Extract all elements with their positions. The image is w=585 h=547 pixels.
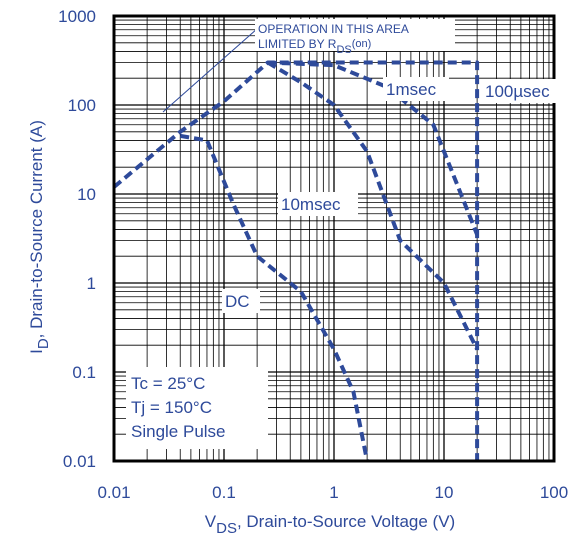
label-bg-100us (482, 79, 566, 103)
series-line-100-sec (112, 60, 480, 461)
grid (113, 16, 554, 462)
series-line-dc (179, 133, 370, 462)
x-axis-label: VDS, Drain-to-Source Voltage (V) (205, 512, 455, 537)
y-tick-label: 0.01 (63, 452, 96, 471)
y-tick-label: 1000 (58, 7, 96, 26)
x-axis-label-main: V (205, 512, 217, 531)
label-bg-dc (222, 289, 260, 313)
series-label-dc: DC (225, 292, 250, 311)
limit-label-bg (255, 19, 455, 51)
y-axis-label-rest: , Drain-to-Source Current (A) (27, 120, 46, 338)
y-tick-label: 1 (87, 274, 96, 293)
y-axis-label: ID, Drain-to-Source Current (A) (27, 120, 52, 354)
x-tick-label: 0.01 (97, 483, 130, 502)
series-layer (112, 60, 480, 462)
label-bg-10ms (278, 192, 358, 216)
series-line-1msec (267, 60, 479, 236)
limit-label-line2: LIMITED BY RDS(on) (258, 37, 371, 56)
limit-label-line1: OPERATION IN THIS AREA (258, 22, 409, 36)
x-tick-label: 100 (540, 483, 568, 502)
y-tick-label: 10 (77, 185, 96, 204)
condition-pulse: Single Pulse (131, 422, 226, 441)
y-axis-label-sub: D (35, 338, 52, 349)
y-tick-label: 100 (68, 96, 96, 115)
limit-label-suffix: (on) (352, 38, 372, 50)
series-label-10msec: 10msec (281, 195, 341, 214)
x-axis-label-rest: , Drain-to-Source Voltage (V) (237, 512, 455, 531)
tick-labels: 0.01 0.1 1 10 100 0.01 0.1 1 10 100 1000 (58, 7, 568, 502)
conditions-bg (126, 367, 268, 449)
series-label-1msec: 1msec (386, 80, 437, 99)
series-label-100usec: 100µsec (485, 82, 550, 101)
limit-pointer-line (162, 27, 259, 113)
x-tick-label: 0.1 (212, 483, 236, 502)
limit-label-sub: DS (336, 44, 351, 56)
condition-tj: Tj = 150°C (131, 398, 212, 417)
plot-frame (112, 14, 556, 463)
x-tick-label: 10 (435, 483, 454, 502)
label-bg-1ms (383, 77, 449, 101)
limit-label-main: LIMITED BY R (258, 37, 337, 51)
condition-tc: Tc = 25°C (131, 374, 205, 393)
y-axis-label-main: I (27, 349, 46, 354)
x-axis-label-sub: DS (216, 520, 237, 537)
y-tick-label: 0.1 (72, 363, 96, 382)
x-tick-label: 1 (329, 483, 338, 502)
